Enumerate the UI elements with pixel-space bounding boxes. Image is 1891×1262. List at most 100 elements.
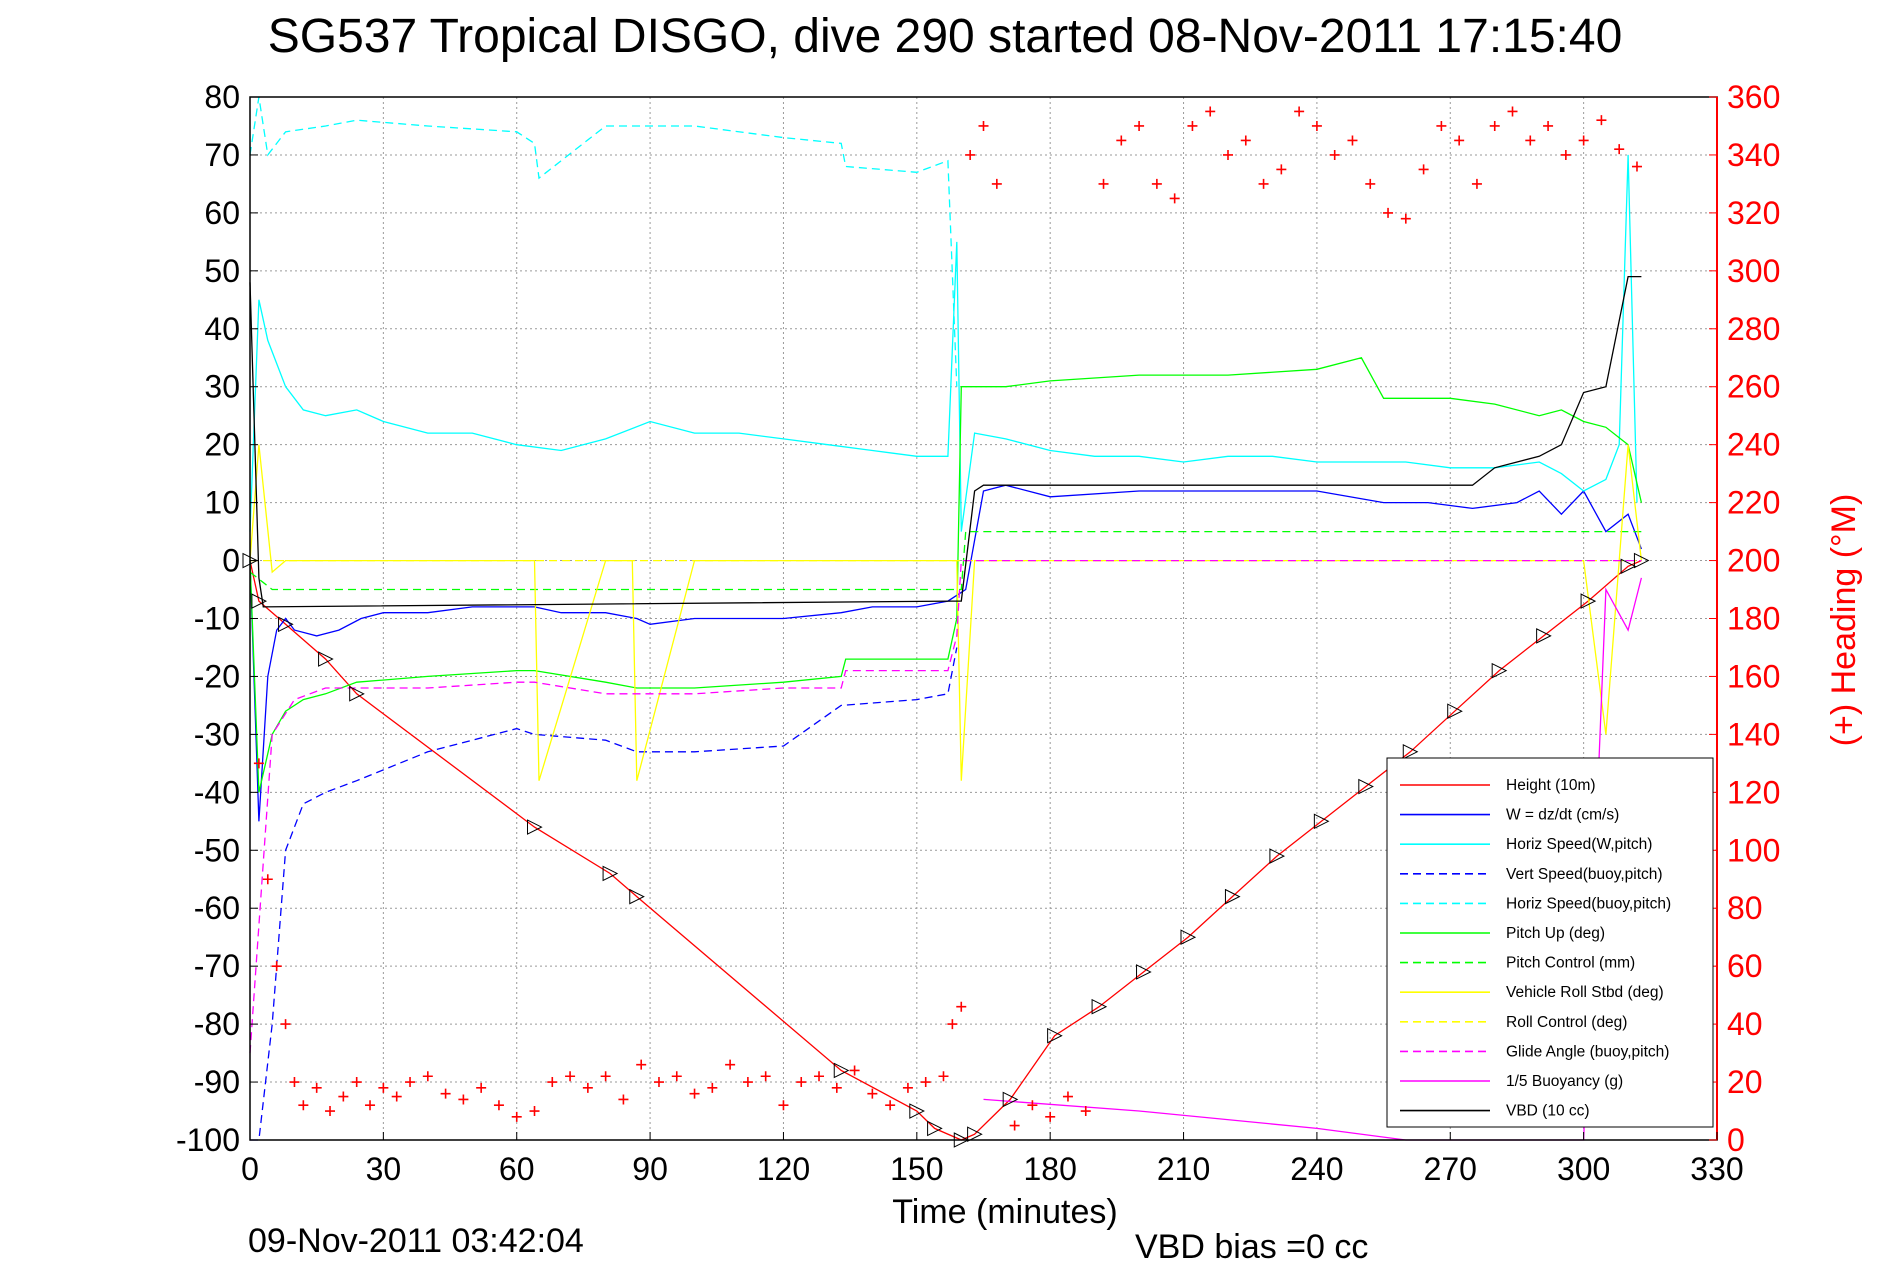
heading-point [1543,120,1554,131]
y-right-tick-label: 120 [1727,774,1780,810]
x-tick-label: 270 [1424,1151,1477,1187]
series-line-glide-angle-buoy-pitch [249,559,1642,1054]
x-tick-label: 180 [1023,1151,1076,1187]
height-marker [629,888,645,905]
heading-point [1507,106,1518,117]
height-marker [967,1126,983,1143]
heading-point [378,1082,389,1093]
y-right-tick-label: 320 [1727,195,1780,231]
height-marker [251,593,268,609]
heading-point [978,120,989,131]
series-line-vert-speed-buoy-pitch [250,647,958,1141]
height-marker [1536,628,1552,644]
x-tick-label: 60 [499,1151,535,1187]
y-tick-label: -20 [194,658,240,694]
y-tick-label: -100 [176,1122,240,1158]
heading-point [493,1100,504,1111]
y-right-tick-label: 240 [1727,427,1780,463]
heading-point [253,758,264,769]
legend: Height (10m) W = dz/dt (cm/s) Horiz Speed(… [1386,757,1714,1128]
heading-point [1454,135,1465,146]
height-marker [1047,1027,1063,1044]
x-tick-label: 90 [632,1151,668,1187]
y-right-tick-label: 60 [1727,948,1763,984]
y-right-tick-label: 180 [1727,601,1780,637]
heading-point [1436,120,1447,131]
heading-point [965,149,976,160]
height-marker [1224,888,1241,905]
y-tick-label: -30 [194,716,240,752]
series-line-vbd-10-cc [249,275,1642,608]
heading-point [547,1077,558,1088]
x-axis-label: Time (minutes) [892,1193,1117,1231]
height-marker [602,865,619,882]
y-right-tick-label: 200 [1727,543,1780,579]
heading-point [476,1082,487,1093]
height-marker [1620,558,1637,575]
heading-point [289,1077,300,1088]
heading-point [938,1071,949,1082]
heading-point [262,874,273,885]
heading-point [814,1071,825,1082]
height-marker [1358,778,1374,795]
y-tick-label: 70 [204,137,240,173]
heading-point [1560,149,1571,160]
y-tick-label: -40 [194,774,240,810]
legend-box [1386,757,1714,1128]
heading-point [831,1082,842,1093]
heading-point [271,961,282,972]
height-marker [318,651,334,667]
heading-point [956,1001,967,1012]
heading-point [1134,120,1145,131]
heading-point [1631,161,1642,172]
y-tick-label: 30 [204,369,240,405]
heading-point [440,1088,451,1099]
heading-point [511,1111,522,1122]
heading-point [529,1106,540,1117]
heading-point [742,1077,753,1088]
y-right-tick-label: 80 [1727,890,1763,926]
heading-point [920,1077,931,1088]
y-right-tick-label: 260 [1727,369,1780,405]
heading-point [991,178,1002,189]
heading-point [1098,178,1109,189]
height-marker [349,686,365,702]
height-marker [1447,703,1463,720]
series-line-pitch-up-deg [249,357,1643,793]
x-tick-label: 210 [1157,1151,1210,1187]
y-tick-label: 50 [204,253,240,289]
height-marker [927,1120,943,1137]
series-line-horiz-speed-buoy-pitch [249,96,958,387]
height-marker [1402,743,1419,760]
x-tick-label: 300 [1557,1151,1610,1187]
heading-point [636,1059,647,1070]
heading-point [1151,178,1162,189]
y-tick-label: -10 [194,601,240,637]
y-tick-label: 80 [204,79,240,115]
height-marker [833,1062,850,1079]
legend-label-horiz-speed-w-pitch: Horiz Speed(W,pitch) [1506,836,1652,853]
y-right-tick-label: 280 [1727,311,1780,347]
y-right-tick-label: 160 [1727,658,1780,694]
legend-label-1-5-buoyancy-g: 1/5 Buoyancy (g) [1506,1073,1623,1090]
heading-point [1294,106,1305,117]
heading-point [1276,164,1287,175]
legend-label-height-10m: Height (10m) [1506,777,1596,794]
axis-ticks: 0 30 60 90 120 150 180 210 240 270 300 330807060504… [176,79,1780,1187]
y-right-tick-label: 140 [1727,716,1780,752]
legend-label-vert-speed-buoy-pitch: Vert Speed(buoy,pitch) [1506,866,1663,883]
legend-label-horiz-speed-buoy-pitch: Horiz Speed(buoy,pitch) [1506,895,1671,912]
y-tick-label: 60 [204,195,240,231]
legend-label-glide-angle-buoy-pitch: Glide Angle (buoy,pitch) [1506,1043,1669,1060]
heading-point [1400,213,1411,224]
legend-label-pitch-up-deg: Pitch Up (deg) [1506,925,1605,942]
legend-label-roll-control-deg: Roll Control (deg) [1506,1014,1627,1031]
chart-title: SG537 Tropical DISGO, dive 290 started 0… [268,10,1623,63]
heading-point [902,1082,913,1093]
heading-point [1347,135,1358,146]
heading-point [1471,178,1482,189]
series-line-w-dz-dt-cm-s [249,484,1643,822]
heading-point [1418,164,1429,175]
heading-point [1489,120,1500,131]
